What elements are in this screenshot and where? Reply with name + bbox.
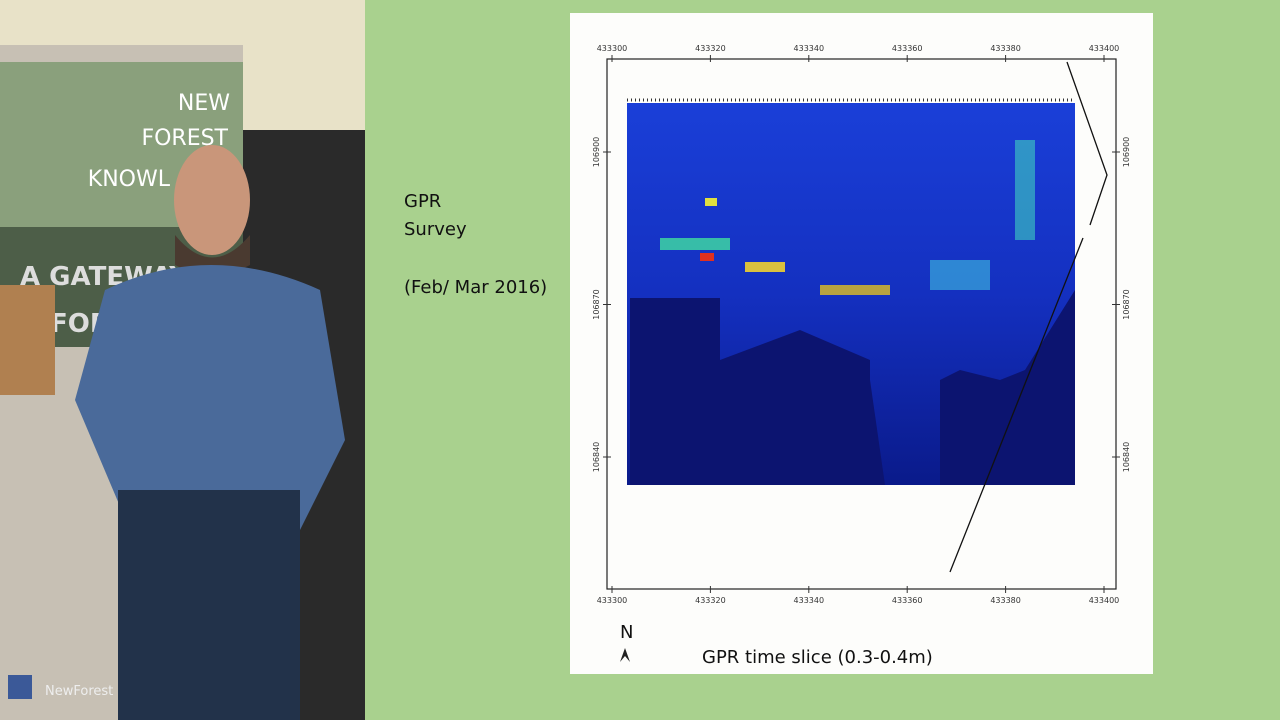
x-tick-label: 433340 [794, 596, 825, 605]
boundary-line [949, 237, 1084, 573]
x-tick-label: 433320 [695, 596, 726, 605]
slide-title: Survey [404, 219, 467, 240]
slide-title: GPR [404, 191, 441, 212]
facebook-icon [8, 675, 32, 699]
x-tick-label: 433360 [892, 596, 923, 605]
y-tick-label: 106840 [1122, 442, 1131, 473]
x-tick-label: 433320 [695, 44, 726, 53]
x-tick-label: 433400 [1089, 44, 1120, 53]
speaker-shirt [75, 265, 345, 530]
anomaly [1015, 140, 1035, 240]
figure-caption: GPR time slice (0.3-0.4m) [702, 647, 933, 668]
y-tick-label: 106900 [1122, 137, 1131, 168]
banner-social: NewForest [45, 684, 113, 699]
anomaly [745, 262, 785, 272]
banner-text: NEW [178, 91, 230, 116]
map-frame [606, 58, 1117, 590]
anomaly [705, 198, 717, 206]
x-tick-label: 433360 [892, 44, 923, 53]
speaker-head [174, 145, 250, 255]
gpr-anomalies [660, 140, 1035, 295]
anomaly [700, 253, 714, 261]
y-tick-label: 106840 [592, 442, 601, 473]
anomaly [660, 238, 730, 250]
no-data-area [940, 290, 1075, 485]
banner-text: KNOWL [88, 167, 171, 192]
boundary-line [1066, 61, 1108, 226]
anomaly [930, 260, 990, 290]
anomaly [820, 285, 890, 295]
north-arrow [620, 648, 630, 662]
speaker-jeans [118, 490, 300, 720]
y-tick-label: 106870 [1122, 289, 1131, 320]
x-tick-label: 433300 [597, 596, 628, 605]
slide-date: (Feb/ Mar 2016) [404, 277, 547, 298]
y-tick-label: 106870 [592, 289, 601, 320]
x-tick-label: 433300 [597, 44, 628, 53]
north-label: N [620, 622, 633, 643]
lectern [0, 285, 55, 395]
x-tick-label: 433340 [794, 44, 825, 53]
y-tick-label: 106900 [592, 137, 601, 168]
axis-ticks: 433300 433300 433320 433320 433340 433340 4333… [592, 44, 1131, 605]
x-tick-label: 433380 [990, 596, 1021, 605]
speaker-beard [175, 235, 250, 275]
x-tick-label: 433400 [1089, 596, 1120, 605]
no-data-area [630, 298, 885, 485]
x-tick-label: 433380 [990, 44, 1021, 53]
